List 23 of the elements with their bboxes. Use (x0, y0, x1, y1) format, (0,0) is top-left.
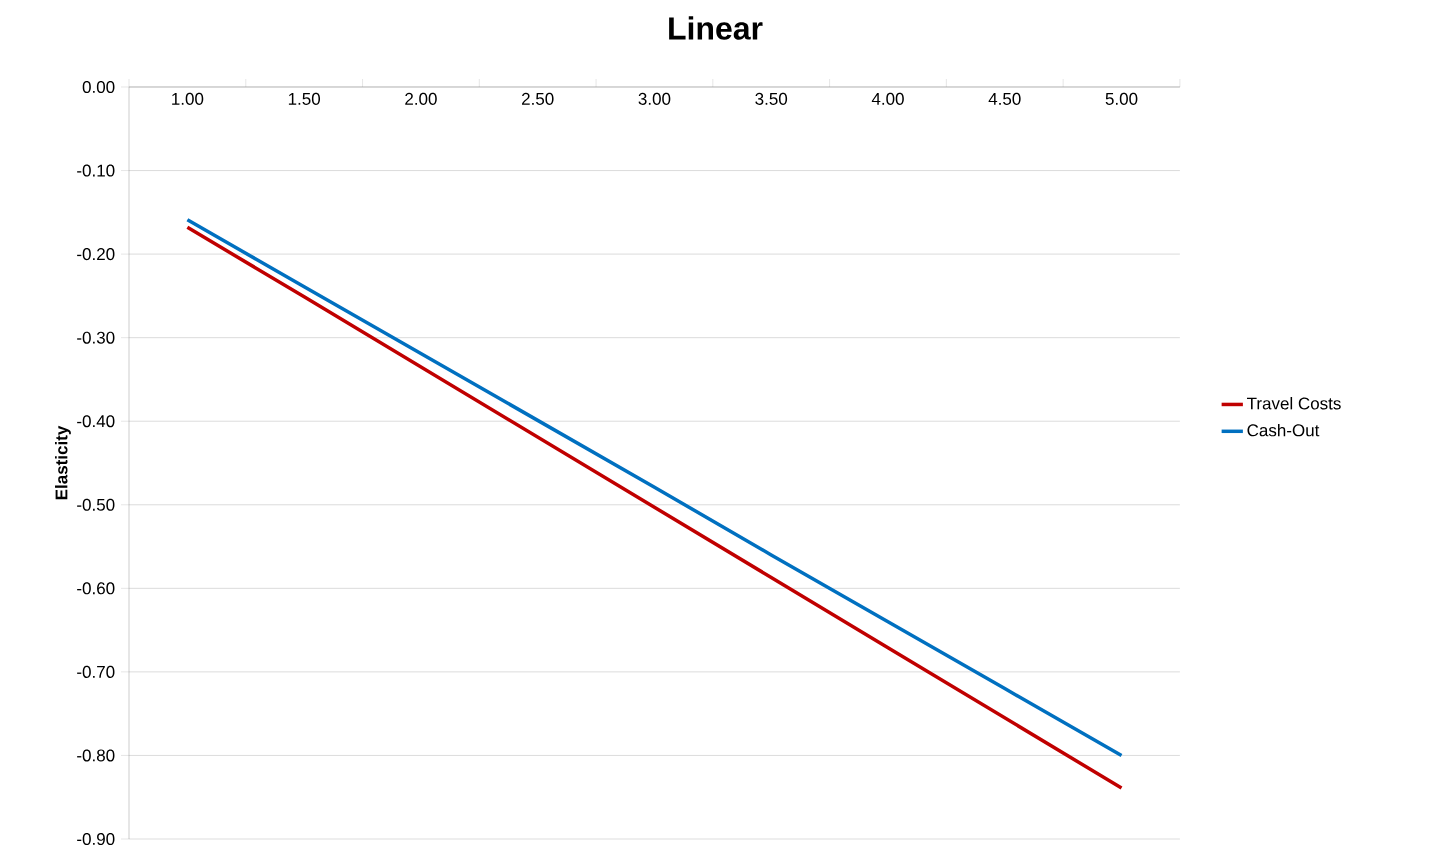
x-tick-label: 3.00 (638, 92, 671, 105)
y-axis-title: Elasticity (55, 425, 71, 500)
x-tick-label: 2.50 (522, 92, 554, 105)
x-tick-label: 4.00 (871, 92, 904, 105)
x-tick-label: 1.00 (172, 92, 204, 105)
y-tick-label: 0.00 (82, 80, 115, 94)
y-tick-label: -0.90 (77, 832, 115, 846)
y-tick-label: -0.20 (77, 248, 115, 261)
y-tick-label: -0.10 (77, 164, 115, 177)
x-tick-label: 5.00 (1105, 92, 1138, 105)
x-tick-label: 2.00 (405, 92, 437, 105)
chart-title: Linear (669, 16, 763, 40)
y-tick-label: -0.60 (77, 582, 115, 595)
x-tick-label: 3.50 (755, 92, 788, 105)
y-tick-label: -0.70 (77, 665, 115, 678)
legend-label: Travel Costs (1247, 397, 1341, 410)
x-tick-label: 1.50 (288, 92, 321, 105)
y-tick-label: -0.80 (77, 749, 115, 762)
y-tick-label: -0.50 (77, 498, 115, 511)
y-tick-label: -0.40 (77, 415, 115, 428)
legend-label: Cash-Out (1247, 423, 1320, 437)
x-tick-label: 4.50 (988, 92, 1021, 105)
y-tick-label: -0.30 (77, 331, 115, 344)
